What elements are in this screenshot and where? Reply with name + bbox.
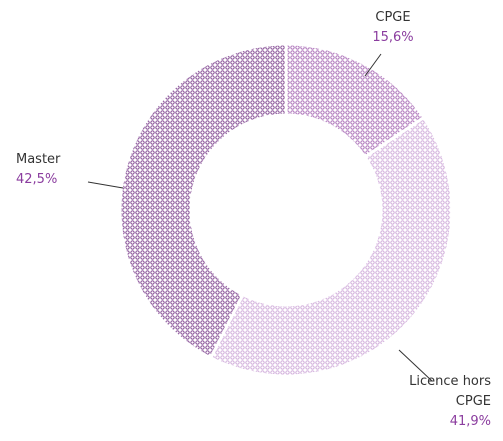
leader-line — [398, 349, 433, 382]
leader-line — [87, 181, 124, 189]
category-label: CPGE — [375, 10, 411, 25]
donut-segment — [208, 115, 454, 378]
value-label: 42,5% — [16, 172, 58, 187]
donut-segment — [118, 42, 288, 360]
leader-line — [364, 53, 382, 77]
value-label: 41,9% — [449, 414, 491, 429]
category-label: Master — [16, 152, 61, 167]
value-label: 15,6% — [372, 30, 414, 45]
label: Licence hors CPGE 41,9% — [401, 372, 491, 432]
label: Master 42,5% — [16, 150, 86, 190]
category-label: Licence hors CPGE — [409, 374, 491, 409]
label: CPGE 15,6% — [343, 8, 443, 48]
